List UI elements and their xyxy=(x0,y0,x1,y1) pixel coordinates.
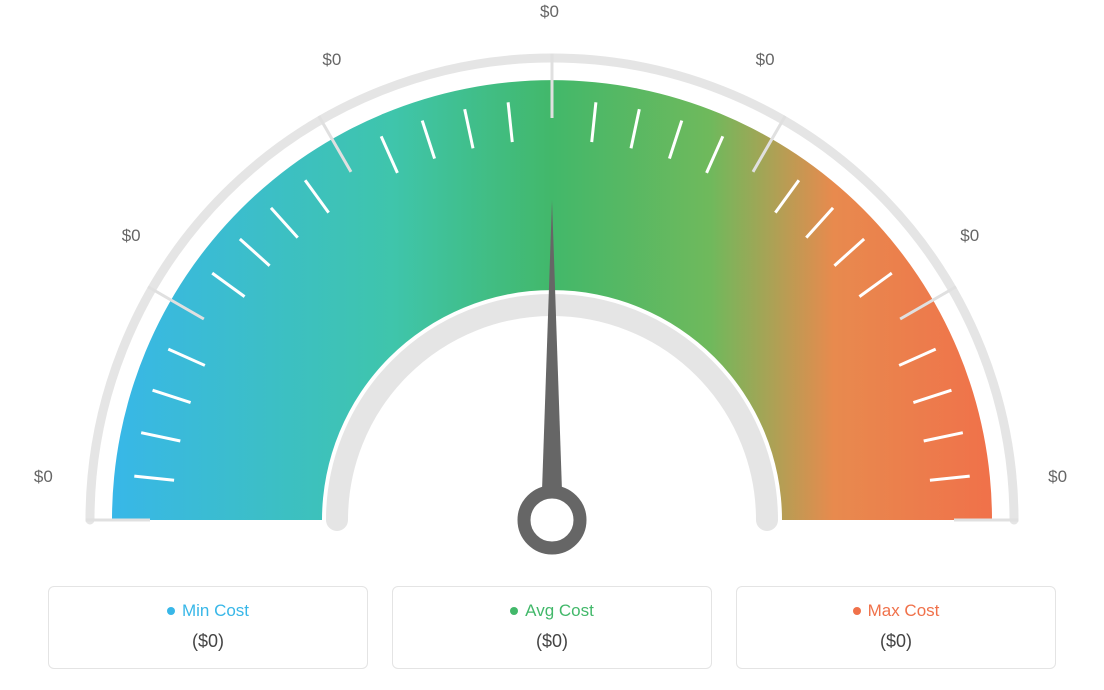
gauge-svg xyxy=(22,0,1082,570)
gauge-axis-label: $0 xyxy=(756,50,775,70)
legend-card-min: Min Cost ($0) xyxy=(48,586,368,669)
gauge-axis-label: $0 xyxy=(34,467,53,487)
legend-title-avg: Avg Cost xyxy=(411,601,693,621)
dot-icon xyxy=(853,607,861,615)
gauge-chart: $0 $0 $0 $0 $0 $0 $0 xyxy=(0,0,1104,580)
gauge-axis-label: $0 xyxy=(540,2,559,22)
gauge-axis-label: $0 xyxy=(960,226,979,246)
dot-icon xyxy=(510,607,518,615)
gauge-axis-label: $0 xyxy=(322,50,341,70)
dot-icon xyxy=(167,607,175,615)
gauge-axis-label: $0 xyxy=(1048,467,1067,487)
legend-label: Avg Cost xyxy=(525,601,594,621)
gauge-axis-label: $0 xyxy=(122,226,141,246)
legend: Min Cost ($0) Avg Cost ($0) Max Cost ($0… xyxy=(0,586,1104,669)
legend-card-max: Max Cost ($0) xyxy=(736,586,1056,669)
legend-label: Min Cost xyxy=(182,601,249,621)
legend-label: Max Cost xyxy=(868,601,940,621)
legend-title-max: Max Cost xyxy=(755,601,1037,621)
legend-value-max: ($0) xyxy=(755,631,1037,652)
legend-card-avg: Avg Cost ($0) xyxy=(392,586,712,669)
legend-value-avg: ($0) xyxy=(411,631,693,652)
legend-title-min: Min Cost xyxy=(67,601,349,621)
legend-value-min: ($0) xyxy=(67,631,349,652)
